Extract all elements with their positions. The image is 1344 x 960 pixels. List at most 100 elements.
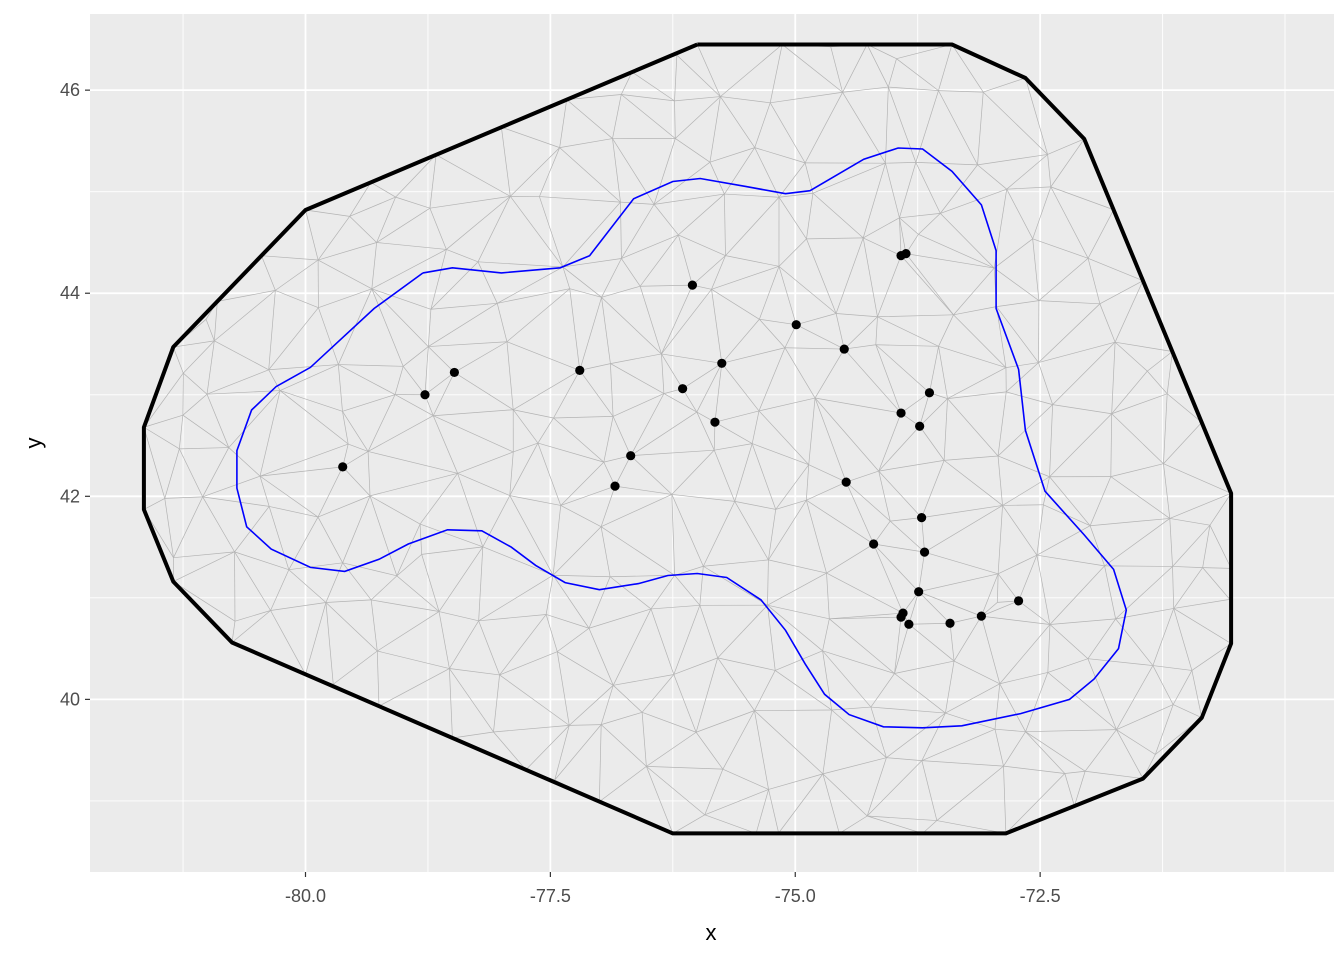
mesh-edge <box>1006 186 1051 190</box>
mesh-edge <box>164 496 203 499</box>
mesh-edge <box>325 562 343 603</box>
mesh-edge <box>349 196 396 217</box>
mesh-edge <box>922 820 938 834</box>
mesh-edge <box>342 495 371 563</box>
mesh-edge <box>1047 138 1085 155</box>
mesh-edge <box>600 526 611 577</box>
mesh-edge <box>866 757 887 817</box>
mesh-edge <box>844 344 876 350</box>
mesh-edge <box>620 71 633 95</box>
mesh-edge <box>831 709 887 758</box>
mesh-edge <box>822 650 833 711</box>
mesh-edge <box>918 213 941 235</box>
mesh-edge <box>501 126 560 148</box>
mesh-edge <box>678 234 726 256</box>
mesh-edge <box>1147 370 1168 394</box>
mesh-edge <box>1032 238 1089 259</box>
mesh-edge <box>899 162 917 218</box>
mesh-edge <box>770 91 843 104</box>
mesh-edge <box>878 412 902 472</box>
mesh-edge <box>894 617 902 674</box>
mesh-edge <box>449 620 479 669</box>
mesh-edge <box>682 362 722 389</box>
mesh-edge <box>822 773 840 834</box>
mesh-edge <box>182 393 208 416</box>
mesh-edge <box>371 288 429 347</box>
mesh-edge <box>653 161 711 205</box>
mesh-edge <box>812 162 886 194</box>
mesh-edge <box>721 319 760 364</box>
mesh-edge <box>754 710 824 775</box>
mesh-edge <box>275 290 319 309</box>
mesh-edge <box>720 96 756 148</box>
mesh-edge <box>654 193 725 205</box>
mesh-edge <box>673 674 697 733</box>
mesh-edge <box>1085 770 1144 779</box>
mesh-edge <box>878 470 922 518</box>
mesh-edge <box>371 249 447 290</box>
mesh-edge <box>722 710 755 770</box>
mesh-edge <box>806 193 814 239</box>
mesh-edge <box>419 523 483 548</box>
panel-background <box>90 14 1334 872</box>
mesh-edge <box>545 575 554 615</box>
mesh-edge <box>754 670 776 711</box>
mesh-edge <box>894 624 910 674</box>
mesh-edge <box>1049 476 1091 526</box>
mesh-edge <box>1003 731 1026 767</box>
outer-boundary <box>141 42 1234 836</box>
mesh-edge <box>376 651 380 707</box>
mesh-edge <box>178 415 184 449</box>
mesh-edge <box>734 501 769 561</box>
mesh-edge <box>1110 463 1164 477</box>
mesh-edge <box>929 346 939 393</box>
mesh-edge <box>482 546 554 576</box>
mesh-edge <box>600 724 647 767</box>
mesh-edge <box>621 234 679 259</box>
mesh-edge <box>885 163 900 218</box>
mesh-edge <box>428 303 498 347</box>
mesh-edge <box>663 393 697 413</box>
mesh-edge <box>822 650 872 708</box>
mesh-edge <box>1002 504 1044 506</box>
mesh-edge <box>671 494 735 502</box>
mesh-edge <box>641 674 675 713</box>
mesh-edge <box>569 288 602 298</box>
data-point <box>976 611 986 621</box>
mesh-edge <box>918 591 982 617</box>
mesh-edge <box>695 732 724 770</box>
mesh-edge <box>449 668 494 733</box>
data-point <box>420 390 430 400</box>
mesh-edge <box>317 516 343 563</box>
mesh-edge <box>921 505 1003 518</box>
mesh-edge <box>268 290 276 370</box>
mesh-edge <box>600 494 673 528</box>
mesh-edge <box>894 673 946 714</box>
mesh-edge <box>873 543 904 614</box>
mesh-edge <box>506 288 570 343</box>
mesh-edge <box>885 162 916 164</box>
mesh-edge <box>493 731 527 771</box>
mesh-edge <box>179 448 203 498</box>
mesh-edge <box>945 683 1000 714</box>
mesh-edge <box>228 390 281 448</box>
mesh-edge <box>509 451 514 496</box>
mesh-edge <box>702 501 736 567</box>
mesh-edge <box>1074 771 1086 807</box>
mesh-edge <box>674 96 721 102</box>
mesh-edge <box>1173 567 1203 609</box>
mesh-edge <box>1202 567 1231 600</box>
mesh-edge <box>537 442 604 463</box>
mesh-edge <box>993 267 1040 301</box>
mesh-edge <box>430 302 498 310</box>
mesh-edge <box>610 353 662 364</box>
mesh-edge <box>843 316 878 350</box>
mesh-edge <box>921 517 925 553</box>
mesh-edge <box>621 94 676 139</box>
mesh-edge <box>938 44 953 91</box>
data-point <box>914 587 924 597</box>
mesh-edge <box>945 661 955 714</box>
mesh-edge <box>675 138 711 163</box>
mesh-edge <box>831 706 871 711</box>
mesh-edge <box>621 94 675 102</box>
